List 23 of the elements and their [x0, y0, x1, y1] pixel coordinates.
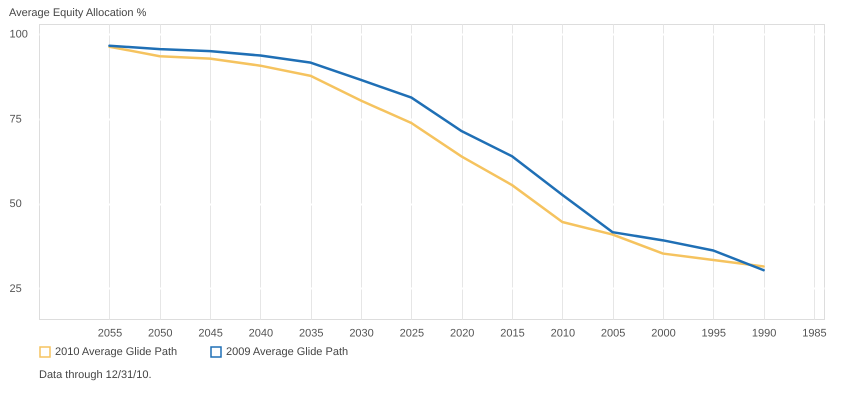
x-tick-label: 2025 — [400, 328, 424, 340]
x-tick-label: 1985 — [802, 328, 827, 340]
y-tick-label: 25 — [10, 282, 22, 295]
x-tick-label: 2055 — [98, 328, 122, 340]
legend-label: 2010 Average Glide Path — [55, 346, 178, 358]
x-tick-label: 1995 — [702, 328, 726, 340]
x-tick-label: 2045 — [198, 328, 223, 340]
y-tick-label: 50 — [10, 198, 22, 210]
x-tick-label: 2015 — [500, 328, 525, 340]
text: Data through 12/31/10. — [39, 369, 152, 381]
y-tick-label: 100 — [10, 28, 28, 41]
legend-label: 2009 Average Glide Path — [226, 346, 348, 358]
x-tick-label: 2035 — [298, 328, 324, 340]
x-tick-label: 2020 — [450, 328, 474, 340]
x-tick-label: 2010 — [550, 328, 576, 340]
y-tick-label: 75 — [10, 113, 22, 126]
x-tick-label: 2050 — [148, 328, 173, 340]
x-tick-label: 1990 — [752, 328, 776, 340]
x-tick-label: 2005 — [600, 328, 626, 340]
x-tick-label: 2000 — [651, 328, 676, 340]
x-tick-label: 2040 — [248, 328, 274, 340]
chart-title: Average Equity Allocation % — [9, 7, 147, 19]
x-tick-label: 2030 — [349, 328, 374, 340]
